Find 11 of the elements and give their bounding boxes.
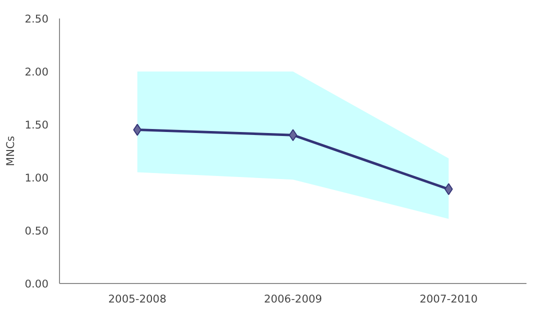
x-tick-label: 2007-2010	[420, 292, 478, 306]
y-tick-label: 1.50	[24, 118, 49, 132]
y-tick-label: 2.50	[24, 12, 49, 26]
y-tick-label: 1.00	[24, 172, 49, 184]
y-axis-title: MNCs	[4, 135, 17, 166]
y-tick-label: 0.50	[24, 224, 49, 238]
x-tick-label: 2005-2008	[108, 292, 167, 306]
x-tick-label: 2006-2009	[264, 292, 322, 306]
y-tick-label: 0.00	[24, 278, 49, 290]
y-tick-label: 2.00	[24, 66, 49, 78]
point	[288, 129, 298, 142]
